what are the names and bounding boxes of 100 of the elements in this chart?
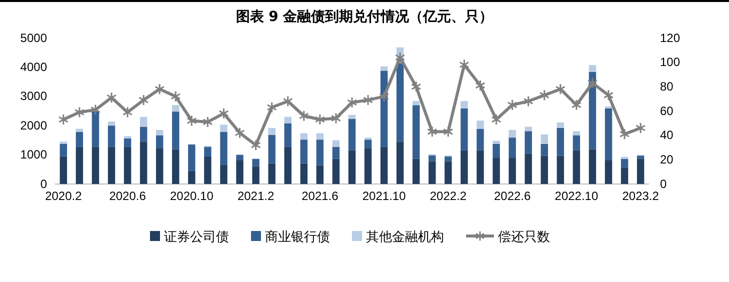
bar xyxy=(172,112,180,150)
bar xyxy=(636,156,644,159)
bar xyxy=(492,144,500,158)
legend-label: 其他金融机构 xyxy=(366,230,444,245)
bar xyxy=(380,146,388,184)
point xyxy=(170,90,181,102)
bar xyxy=(156,135,164,148)
bar xyxy=(60,144,68,156)
y2-tick-label: 20 xyxy=(660,152,674,167)
bar xyxy=(140,116,148,127)
point xyxy=(362,94,374,106)
point xyxy=(491,114,502,126)
bar xyxy=(524,131,532,154)
point xyxy=(234,127,245,139)
bar xyxy=(300,163,308,184)
point xyxy=(282,96,293,108)
bar xyxy=(444,161,452,184)
bar xyxy=(156,148,164,184)
point xyxy=(619,128,630,140)
bar xyxy=(492,140,500,144)
bar xyxy=(124,146,132,184)
bar xyxy=(492,158,500,184)
bar xyxy=(236,160,244,184)
bar xyxy=(524,126,532,132)
point xyxy=(523,96,534,108)
bar xyxy=(428,155,436,162)
bar xyxy=(348,118,356,150)
bar xyxy=(476,150,484,184)
bar xyxy=(556,156,564,184)
y-tick-label: 1000 xyxy=(20,148,48,162)
point xyxy=(314,114,326,126)
legend-label: 证券公司债 xyxy=(164,230,229,245)
bar xyxy=(476,128,484,150)
bar xyxy=(300,133,308,140)
point xyxy=(395,52,406,64)
bar xyxy=(588,65,596,72)
bar xyxy=(524,154,532,184)
y-tick-label: 3000 xyxy=(20,89,48,104)
point xyxy=(122,106,133,118)
bar xyxy=(60,156,68,184)
bar xyxy=(636,158,644,184)
bar xyxy=(284,123,292,147)
bar xyxy=(76,128,84,132)
bar xyxy=(92,111,100,147)
bar xyxy=(620,158,628,168)
point xyxy=(106,92,117,104)
bar xyxy=(108,146,116,184)
bar xyxy=(556,122,564,128)
point xyxy=(346,96,358,108)
bar xyxy=(460,150,468,184)
bar xyxy=(364,140,372,148)
bar xyxy=(252,166,260,184)
point xyxy=(603,89,614,101)
legend-label: 偿还只数 xyxy=(498,230,550,245)
bar xyxy=(396,142,404,184)
x-tick-label: 2021.2 xyxy=(237,189,274,204)
point xyxy=(202,116,213,128)
bar xyxy=(188,170,196,184)
bar xyxy=(604,160,612,184)
bar xyxy=(332,158,340,184)
bar xyxy=(540,144,548,156)
point xyxy=(330,112,342,124)
point xyxy=(539,89,550,101)
bar xyxy=(348,114,356,119)
bar xyxy=(508,138,516,158)
bar xyxy=(332,140,340,147)
bar xyxy=(444,156,452,162)
bar xyxy=(268,128,276,135)
x-tick-label: 2020.10 xyxy=(170,189,214,204)
bar xyxy=(540,134,548,144)
bar xyxy=(316,140,324,166)
bar xyxy=(140,126,148,142)
point xyxy=(90,104,101,116)
bar xyxy=(412,101,420,106)
bar xyxy=(188,144,196,171)
bar xyxy=(236,154,244,160)
x-tick-label: 2022.2 xyxy=(430,189,467,204)
bar xyxy=(412,105,420,159)
bar xyxy=(124,138,132,147)
y2-tick-label: 0 xyxy=(660,176,667,191)
bar xyxy=(76,146,84,184)
point xyxy=(459,59,470,71)
point xyxy=(636,122,646,134)
y-tick-label: 4000 xyxy=(20,60,48,74)
point xyxy=(218,108,229,120)
chart-title: 图表 9 金融债到期兑付情况（亿元、只） xyxy=(236,9,494,25)
x-tick-label: 2021.6 xyxy=(302,189,339,204)
point xyxy=(266,102,277,114)
bar xyxy=(396,63,404,142)
bar xyxy=(108,122,116,126)
bar xyxy=(220,124,228,132)
bar xyxy=(92,146,100,184)
point xyxy=(427,126,438,138)
y-tick-label: 2000 xyxy=(20,118,48,132)
bar xyxy=(316,165,324,184)
legend-label: 商业银行债 xyxy=(265,230,330,245)
y-tick-label: 5000 xyxy=(20,30,48,45)
bar xyxy=(220,165,228,184)
bar xyxy=(572,135,580,150)
bar xyxy=(508,130,516,138)
